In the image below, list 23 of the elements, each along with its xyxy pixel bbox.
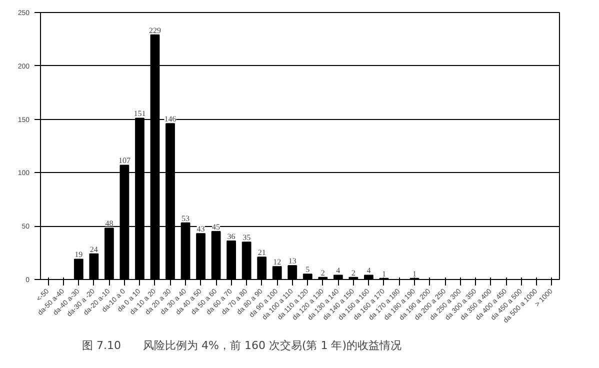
data-label: 36 — [227, 232, 236, 242]
data-label: 4 — [366, 266, 371, 276]
data-label: 4 — [336, 266, 340, 276]
data-label: 107 — [118, 156, 130, 166]
data-label: 12 — [273, 258, 282, 267]
data-label: 53 — [182, 214, 190, 223]
data-label: 45 — [212, 222, 220, 232]
data-label: 146 — [164, 114, 176, 124]
data-label: 48 — [105, 219, 114, 228]
data-label: 1 — [382, 269, 386, 278]
caption: 图 7.10 风险比例为 4%，前 160 次交易(第 1 年)的收益情况 — [82, 339, 402, 352]
data-label: 1 — [412, 269, 416, 278]
data-label: 5 — [306, 265, 310, 274]
data-label: 24 — [90, 244, 98, 254]
data-label: 2 — [351, 268, 356, 278]
data-label: 35 — [242, 233, 251, 242]
data-label: 19 — [74, 250, 83, 260]
data-label: 229 — [148, 26, 161, 35]
data-label: 43 — [196, 224, 205, 234]
data-label: 13 — [288, 256, 296, 266]
data-label: 151 — [134, 109, 146, 118]
data-label: 2 — [320, 268, 325, 278]
data-label: 21 — [258, 248, 266, 258]
